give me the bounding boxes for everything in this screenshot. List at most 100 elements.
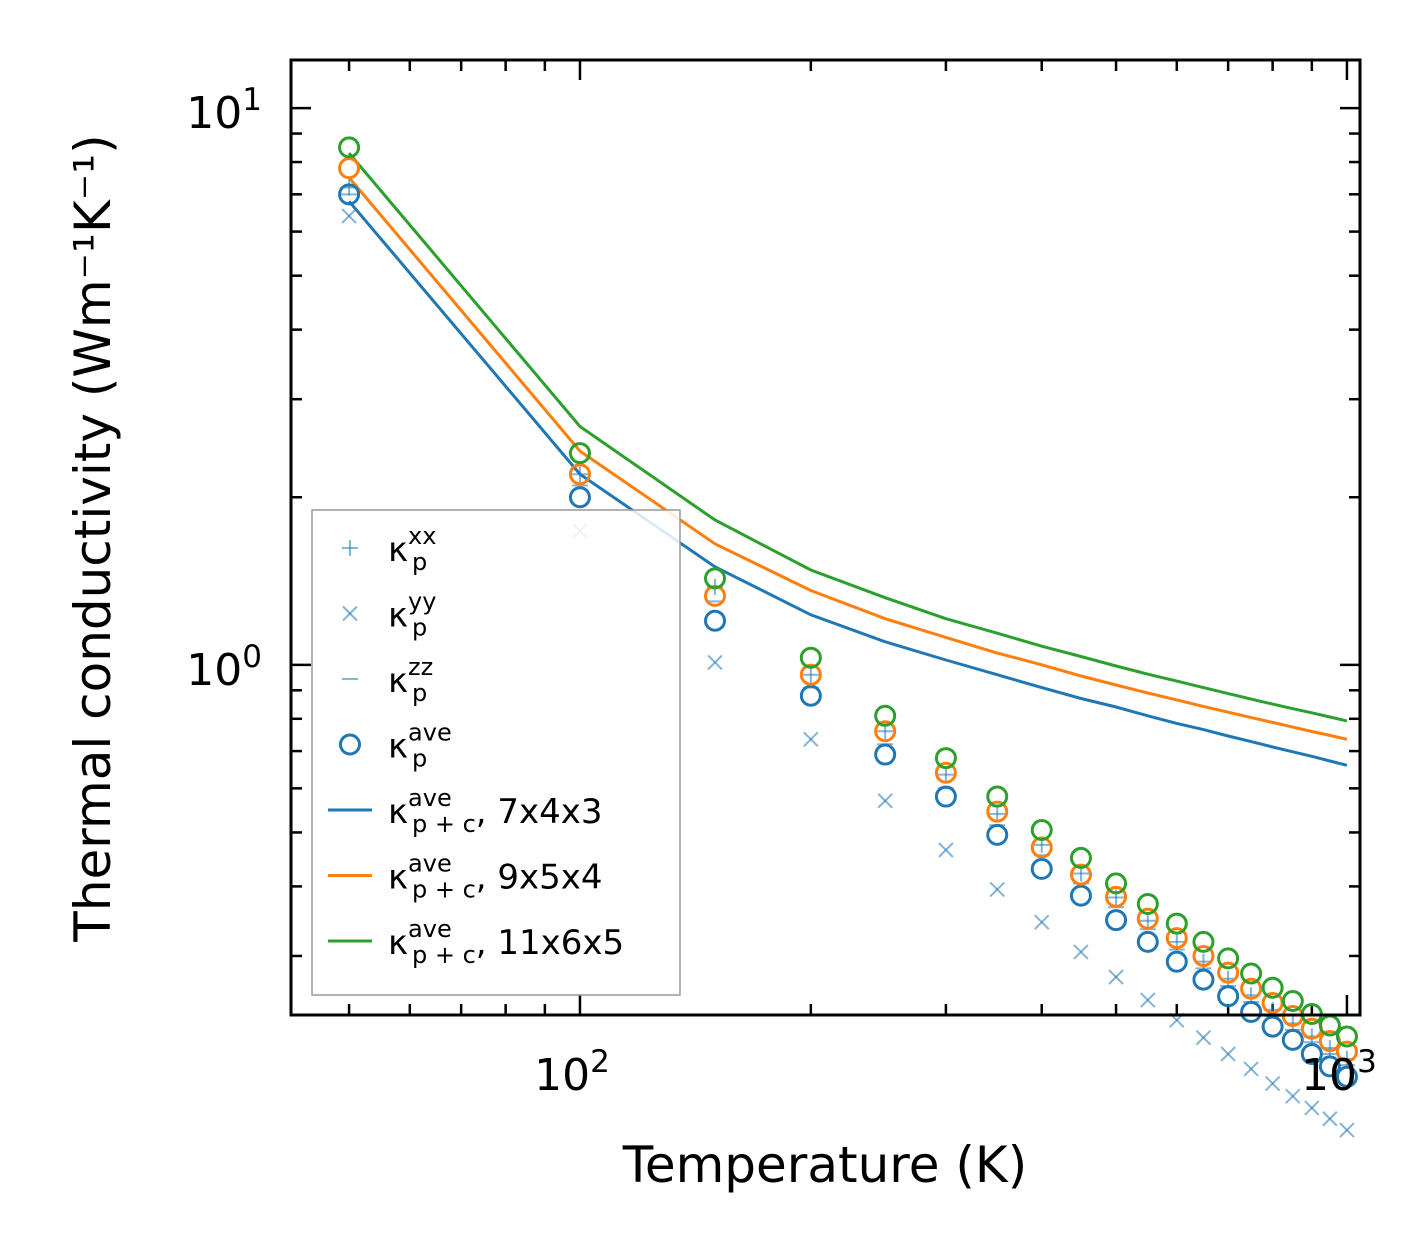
data-point (704, 567, 727, 590)
data-point (1030, 857, 1053, 880)
data-point (986, 800, 1009, 823)
line-series-group (347, 152, 1348, 767)
data-point (1318, 1055, 1341, 1078)
data-point (1140, 992, 1156, 1008)
cross-b (1243, 1061, 1259, 1077)
cross-b (1140, 992, 1156, 1008)
y-tick-label: 101 (186, 82, 262, 139)
legend-label: κave p + c, 11x6x5 (388, 915, 624, 969)
data-point (1243, 1061, 1259, 1077)
cross-b (938, 842, 954, 858)
data-point (1192, 944, 1215, 967)
data-point (1192, 930, 1215, 953)
data-point (1322, 1111, 1338, 1127)
legend-entry: κyy p (342, 588, 436, 642)
data-point (341, 208, 357, 224)
data-point (934, 761, 957, 784)
tick-labels: 102 103 100 101 (186, 82, 1377, 1101)
x-tick-label: 102 (534, 1044, 610, 1101)
series-line-7 (347, 176, 1348, 741)
data-point (1335, 1065, 1358, 1088)
data-point (799, 646, 822, 669)
legend-marker-swatch (339, 733, 361, 756)
data-point (1034, 914, 1050, 930)
cross-b (1322, 1111, 1338, 1127)
data-point (1300, 1042, 1323, 1065)
series-markers-5 (338, 136, 1358, 1048)
series-markers-1 (341, 208, 1355, 1138)
legend-label: κave p + c, 9x5x4 (388, 850, 603, 904)
data-point (1285, 1088, 1301, 1104)
legend-entry: κzz p (342, 653, 433, 707)
legend-entry: κxx p (342, 522, 436, 576)
data-point (1339, 1122, 1355, 1138)
data-point (934, 747, 957, 770)
data-point (1105, 909, 1128, 932)
data-point (338, 183, 361, 206)
data-point (1069, 846, 1092, 869)
data-point (1136, 892, 1159, 915)
legend: κxx p κyy p κzz p κave p κave p + c, 7x4x3 κave p +… (311, 509, 681, 996)
data-point (799, 684, 822, 707)
data-point (803, 731, 819, 747)
legend-entry: κave p + c, 7x4x3 (328, 784, 603, 838)
data-point (1217, 961, 1240, 984)
x-axis-title: Temperature (K) (622, 1136, 1027, 1194)
data-point (1261, 1015, 1284, 1038)
data-point (937, 766, 954, 783)
data-point (1165, 927, 1188, 950)
series-markers-3 (338, 183, 1358, 1088)
data-point (874, 743, 897, 766)
cross-b (1285, 1088, 1301, 1104)
data-point (877, 793, 893, 809)
cross-b (1195, 1029, 1212, 1046)
cross-b (1073, 944, 1089, 960)
data-point (1105, 885, 1128, 908)
y-tick-label: 100 (186, 639, 262, 696)
legend-label: κxx p (388, 522, 436, 576)
cross-b (1034, 914, 1050, 930)
data-point (571, 466, 588, 483)
cross-b (989, 881, 1005, 898)
data-point (1165, 950, 1188, 973)
data-point (1261, 976, 1284, 999)
data-point (938, 842, 954, 858)
legend-label: κave p (388, 719, 452, 773)
data-point (1240, 977, 1263, 1000)
cross-b (1220, 1046, 1236, 1062)
data-point (1108, 969, 1124, 985)
series-line-8 (347, 152, 1348, 723)
data-point (874, 720, 897, 743)
data-point (799, 663, 822, 686)
legend-marker-swatch (342, 605, 358, 622)
cross-b (1264, 1075, 1281, 1092)
data-point (1030, 836, 1053, 859)
data-point (1217, 985, 1240, 1008)
data-point (874, 704, 897, 727)
legend-marker-swatch (342, 540, 358, 556)
data-point (1105, 872, 1128, 895)
data-point (1195, 1029, 1212, 1046)
data-point (1335, 1040, 1358, 1063)
data-point (1335, 1025, 1358, 1048)
data-point (989, 805, 1006, 822)
data-point (986, 823, 1009, 846)
data-point (568, 463, 591, 486)
data-point (704, 609, 727, 632)
data-point (1192, 968, 1215, 991)
data-point (1073, 944, 1089, 960)
cross-b (1339, 1122, 1355, 1138)
data-point (802, 666, 819, 683)
cross-b (803, 731, 819, 747)
data-point (338, 136, 361, 159)
data-point (1069, 863, 1092, 886)
cross-b (342, 605, 358, 622)
data-point (568, 442, 591, 465)
data-point (1165, 912, 1188, 935)
data-point (1240, 962, 1263, 985)
x-tick-label: 103 (1301, 1044, 1377, 1101)
data-point (1136, 930, 1159, 953)
data-point (1264, 1075, 1281, 1092)
data-point (986, 785, 1009, 808)
